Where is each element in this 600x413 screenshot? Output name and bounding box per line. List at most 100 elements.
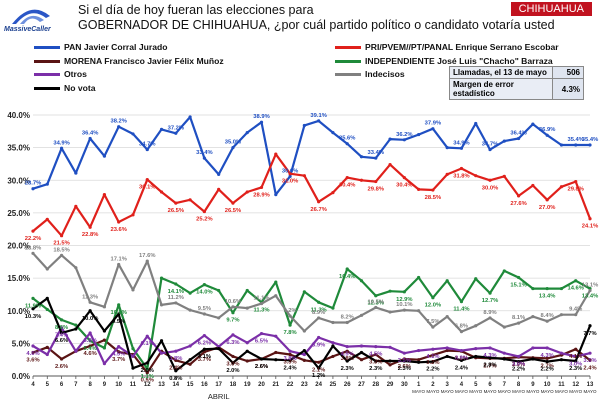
data-point-pan [474, 121, 478, 126]
data-point-independiente [474, 277, 478, 281]
data-point-pan [531, 122, 535, 126]
legend-swatch-indecisos [335, 72, 361, 76]
data-label-morena: 3.0% [226, 361, 239, 367]
data-label-morena: 3.8% [341, 356, 354, 362]
data-point-no_vota [88, 309, 92, 313]
data-point-no_vota [102, 329, 107, 333]
data-label-independiente: 14.0% [196, 290, 212, 296]
data-point-pan [59, 146, 64, 150]
x-tick-label: 9 [103, 382, 107, 388]
data-label-pan: 30.6% [282, 168, 298, 174]
data-point-otros [388, 345, 392, 349]
data-label-independiente: 12.7% [482, 298, 498, 304]
data-point-morena [574, 347, 578, 351]
data-label-pri: 31.0% [282, 179, 298, 185]
data-point-morena [374, 352, 378, 357]
data-point-indecisos [31, 251, 35, 255]
data-label-pan: 33.4% [368, 150, 384, 156]
legend-item-pri: PRI/PVEM//PT/PANAL Enrique Serrano Escob… [335, 42, 559, 52]
data-point-otros [302, 352, 306, 357]
data-point-morena [59, 357, 64, 361]
data-point-indecisos [359, 313, 364, 317]
data-point-otros [502, 351, 506, 355]
data-point-no_vota [545, 360, 549, 364]
x-tick-label: 12 [572, 382, 579, 388]
data-point-pri [288, 172, 292, 176]
data-point-morena [117, 350, 121, 354]
data-label-morena: 3.6% [26, 358, 39, 364]
data-label-otros: 4.6% [26, 351, 39, 357]
data-point-pan [431, 127, 435, 131]
x-tick-label: 4 [31, 382, 35, 388]
data-point-independiente [102, 346, 107, 350]
data-label-otros: 7.4% [55, 333, 68, 339]
data-point-no_vota [174, 369, 178, 373]
legend-swatch-otros [34, 72, 60, 76]
x-tick-label: 11 [130, 382, 137, 388]
data-label-pan: 37.9% [425, 121, 441, 127]
x-tick-label: 10 [115, 382, 122, 388]
x-tick-label: 5 [474, 382, 478, 388]
data-label-independiente: 12.9% [396, 297, 412, 303]
data-label-no_vota: 7.7% [583, 331, 596, 337]
data-point-indecisos [288, 314, 292, 318]
data-point-indecisos [374, 305, 378, 310]
x-tick-label: 2 [431, 382, 435, 388]
x-month-label: MAYO [584, 389, 597, 394]
data-label-independiente: 11.3% [311, 307, 327, 313]
data-point-independiente [117, 303, 121, 307]
data-point-pri [174, 201, 178, 205]
data-label-no_vota: 4.1% [198, 354, 211, 360]
data-point-independiente [488, 291, 492, 295]
massivecaller-logo [12, 9, 50, 24]
data-point-pri [574, 179, 578, 184]
x-tick-label: 25 [330, 382, 337, 388]
data-point-otros [274, 334, 278, 338]
x-tick-label: 7 [74, 382, 78, 388]
data-point-pan [331, 131, 335, 135]
data-label-independiente: 7.8% [283, 330, 296, 336]
data-point-no_vota [359, 350, 364, 355]
x-month-label: MAYO [526, 389, 539, 394]
data-label-independiente: 12.0% [425, 303, 441, 309]
data-point-otros [545, 346, 549, 350]
data-point-independiente [217, 288, 221, 293]
data-point-otros [231, 333, 235, 337]
data-point-morena [445, 348, 449, 353]
data-label-independiente: 9.7% [226, 318, 239, 324]
data-label-otros: 4.3% [541, 353, 554, 359]
data-point-indecisos [431, 325, 435, 329]
data-point-otros [331, 341, 335, 345]
data-label-independiente: 14.1% [168, 289, 184, 295]
x-tick-label: 10 [544, 382, 551, 388]
data-point-morena [245, 359, 249, 363]
data-point-morena [288, 352, 292, 357]
data-label-morena: 3.2% [426, 360, 439, 366]
data-point-no_vota [74, 327, 78, 331]
data-point-indecisos [516, 321, 521, 325]
data-label-no_vota: 6.6% [55, 338, 68, 344]
data-point-morena [359, 358, 364, 362]
data-point-independiente [188, 291, 192, 295]
data-label-indecisos: 13.1% [582, 283, 598, 289]
data-point-pan [388, 137, 392, 141]
data-point-independiente [45, 307, 49, 312]
data-point-independiente [174, 282, 178, 286]
data-point-pri [202, 209, 206, 214]
data-label-pri: 26.5% [225, 208, 241, 214]
data-point-indecisos [88, 300, 92, 304]
legend-item-otros: Otros [34, 69, 87, 79]
data-point-independiente [245, 288, 249, 293]
data-label-independiente: 15.1% [510, 282, 526, 288]
data-point-pan [245, 131, 249, 135]
data-point-pri [74, 204, 78, 208]
data-label-independiente: 10.9% [110, 310, 126, 316]
data-point-pan [317, 119, 321, 123]
x-tick-label: 13 [587, 382, 594, 388]
data-label-pan: 34.7% [482, 142, 498, 148]
data-point-indecisos [445, 315, 449, 319]
y-tick-label: 20.0% [7, 242, 30, 251]
data-point-independiente [88, 339, 92, 343]
data-point-morena [431, 353, 435, 357]
x-tick-label: 6 [60, 382, 64, 388]
